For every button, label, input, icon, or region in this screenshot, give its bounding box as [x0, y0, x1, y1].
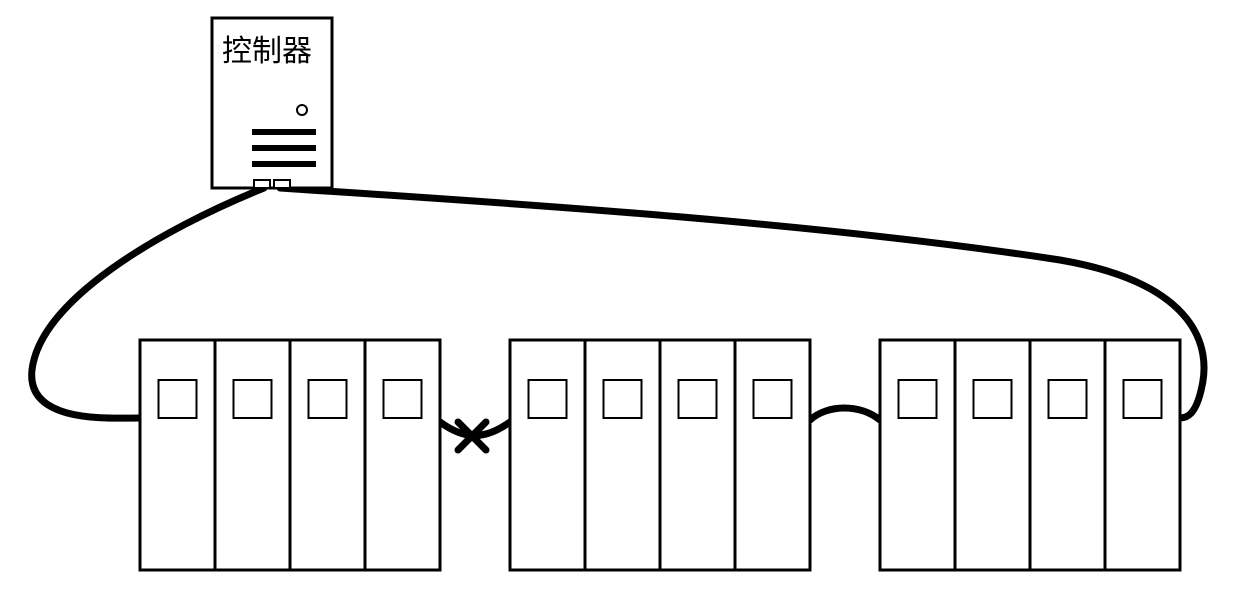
controller-port-2 [274, 180, 290, 188]
cluster1-unit2 [215, 340, 290, 570]
cluster3-unit2 [955, 340, 1030, 570]
cluster2-unit2 [585, 340, 660, 570]
cluster1-unit4 [365, 340, 440, 570]
cluster2-unit1 [510, 340, 585, 570]
diagram-svg [0, 0, 1240, 606]
cluster2-unit4 [735, 340, 810, 570]
controller-port-1 [254, 180, 270, 188]
diagram-stage: 控制器 [0, 0, 1240, 606]
cluster2-unit3 [660, 340, 735, 570]
cluster1-unit3 [290, 340, 365, 570]
cluster1-unit1 [140, 340, 215, 570]
cluster3-unit1 [880, 340, 955, 570]
cluster3-unit4 [1105, 340, 1180, 570]
cluster3-unit3 [1030, 340, 1105, 570]
controller-label: 控制器 [222, 26, 312, 70]
cable-cluster2-cluster3 [810, 408, 880, 420]
